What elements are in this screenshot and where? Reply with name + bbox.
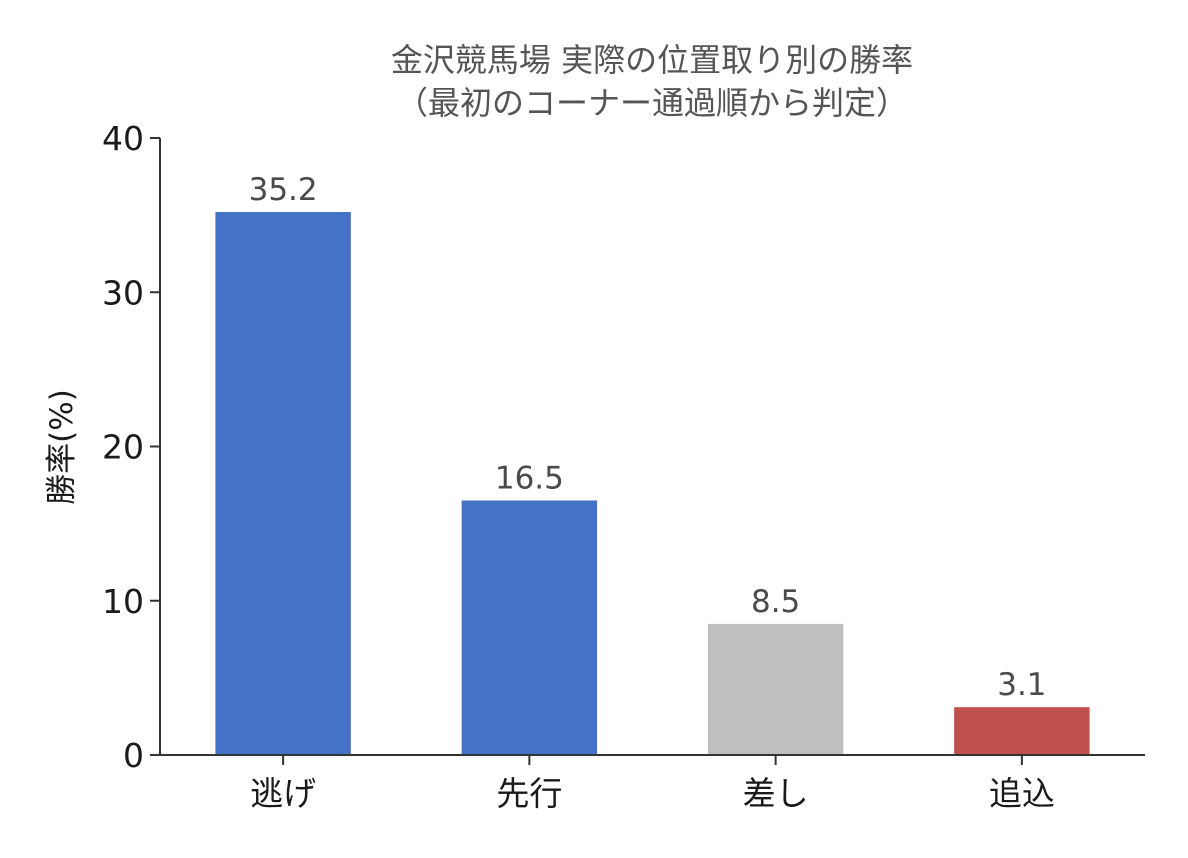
x-category-label: 先行	[496, 774, 562, 813]
bar-value-label: 3.1	[997, 667, 1046, 703]
bar-value-label: 16.5	[495, 460, 564, 496]
y-tick-label: 30	[102, 273, 144, 312]
x-ticks-group: 逃げ 先行 差し 追込	[250, 755, 1055, 813]
y-ticks-group: 0 10 20 30 40	[102, 119, 160, 775]
bar-1	[215, 212, 351, 756]
value-labels-group: 35.2 16.5 8.5 3.1	[249, 172, 1047, 703]
bar-2	[461, 500, 598, 755]
y-tick-label: 40	[102, 119, 144, 158]
y-tick-label: 20	[102, 428, 144, 467]
x-category-label: 逃げ	[250, 774, 316, 813]
y-tick-label: 10	[102, 582, 144, 621]
bar-value-label: 35.2	[249, 172, 318, 208]
x-category-label: 差し	[743, 774, 809, 813]
x-category-label: 追込	[989, 774, 1055, 813]
y-axis-label: 勝率(%)	[44, 389, 80, 505]
bar-3	[707, 623, 844, 755]
bars-group	[215, 212, 1090, 756]
y-tick-label: 0	[123, 736, 144, 775]
bar-4	[954, 707, 1090, 755]
bar-value-label: 8.5	[751, 584, 800, 620]
chart-title: 金沢競馬場 実際の位置取り別の勝率	[391, 41, 913, 79]
chart-subtitle: （最初のコーナー通過順から判定）	[396, 84, 908, 122]
